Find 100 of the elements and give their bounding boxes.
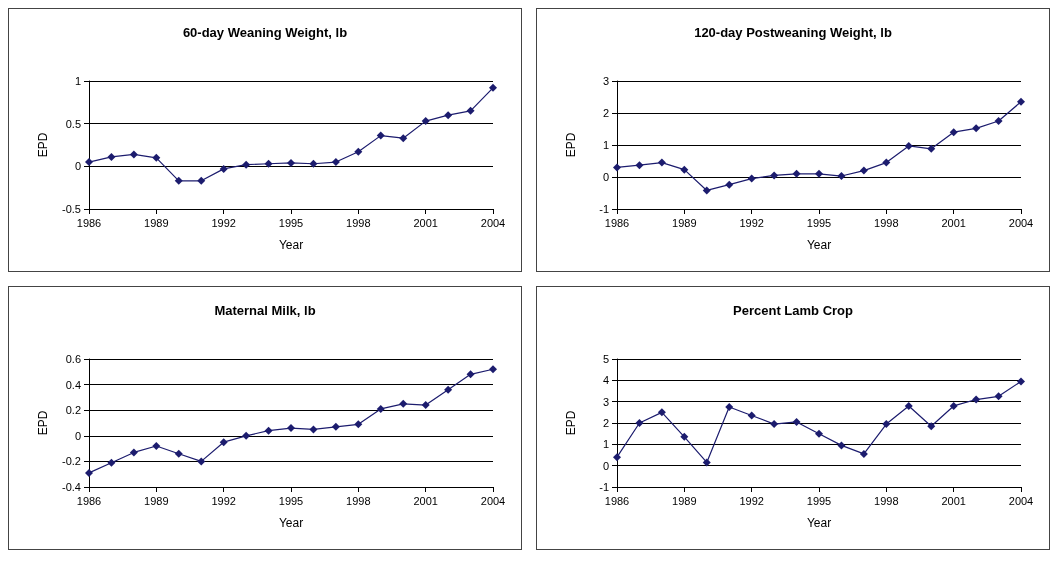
y-tick-label: 1 [74,75,81,87]
point [635,419,644,427]
point [904,401,913,410]
point [680,432,689,441]
point [399,399,408,408]
point [421,117,430,126]
point [657,158,666,167]
point [264,159,273,168]
point [770,171,779,180]
x-tick-label: 1995 [278,494,304,507]
point [949,401,958,410]
y-tick-label: -0.4 [62,481,81,493]
y-tick-label: 1 [602,139,609,151]
chart-title: 60-day Weaning Weight, lb [182,25,348,40]
y-tick-label: 1 [602,438,609,451]
x-tick-label: 2001 [941,494,966,507]
point [882,158,891,167]
y-tick-label: -1 [599,203,609,215]
point [859,166,868,175]
point [1017,377,1025,386]
y-tick-label: 0.4 [65,378,81,391]
point [107,152,116,161]
point [331,422,340,431]
x-tick-label: 1998 [346,216,371,229]
point [815,429,823,438]
x-tick-label: 1986 [604,494,630,507]
x-tick-label: 1986 [604,216,630,229]
y-tick-label: 3 [602,75,609,87]
x-axis-title: Year [806,238,832,252]
point [197,457,206,466]
point [904,141,913,150]
point [242,160,251,169]
point [972,395,981,404]
x-tick-label: 2004 [480,494,506,507]
point [309,159,318,168]
x-tick-label: 2004 [1008,216,1034,229]
point [680,165,689,174]
point [702,458,711,467]
x-tick-label: 2004 [1008,494,1034,507]
point [174,176,183,185]
point [613,453,621,462]
point [466,106,475,115]
x-tick-label: 1992 [739,494,764,507]
x-tick-label: 1995 [806,216,832,229]
point [152,442,161,451]
y-tick-label: 0.5 [65,117,81,130]
y-tick-label: -1 [599,481,609,493]
x-tick-label: 1995 [278,216,304,229]
point [421,401,430,410]
point [444,111,453,120]
point [174,449,183,458]
point [219,164,228,173]
point [354,420,363,429]
y-tick-label: 0 [602,171,609,183]
x-tick-label: 1989 [672,216,697,229]
point [489,365,497,374]
x-tick-label: 2004 [480,216,506,229]
point [815,169,823,178]
point [287,158,295,167]
x-tick-label: 1995 [806,494,832,507]
point [466,370,475,379]
point [770,420,779,429]
point [837,441,846,450]
point [219,438,228,447]
point [657,408,666,417]
x-tick-label: 1992 [211,494,236,507]
point [747,411,756,420]
y-tick-label: 0 [74,160,81,173]
x-tick-label: 1989 [144,216,169,229]
point [376,404,385,413]
y-tick-label: 0 [74,429,81,442]
point [994,117,1003,125]
point [792,417,801,426]
point [792,169,801,178]
x-tick-label: 2001 [941,216,966,229]
x-tick-label: 1989 [672,494,697,507]
point [613,163,621,172]
y-tick-label: -0.2 [62,455,81,468]
chart-title: Percent Lamb Crop [733,303,854,318]
x-tick-label: 1998 [874,494,899,507]
point [444,385,453,394]
point [927,422,936,431]
x-axis-title: Year [806,516,832,530]
y-tick-label: 5 [602,353,609,365]
point [702,186,711,195]
point [107,458,116,467]
point [949,128,958,137]
point [129,150,138,159]
point [882,420,891,429]
point [837,172,846,181]
point [197,176,206,185]
point [354,147,363,156]
y-tick-label: -0.5 [62,203,81,215]
point [152,153,161,162]
point [376,131,385,140]
y-tick-label: 2 [602,417,609,429]
point [309,425,318,434]
y-axis-title: EPD [564,410,578,436]
point [747,174,756,183]
point [287,424,295,433]
